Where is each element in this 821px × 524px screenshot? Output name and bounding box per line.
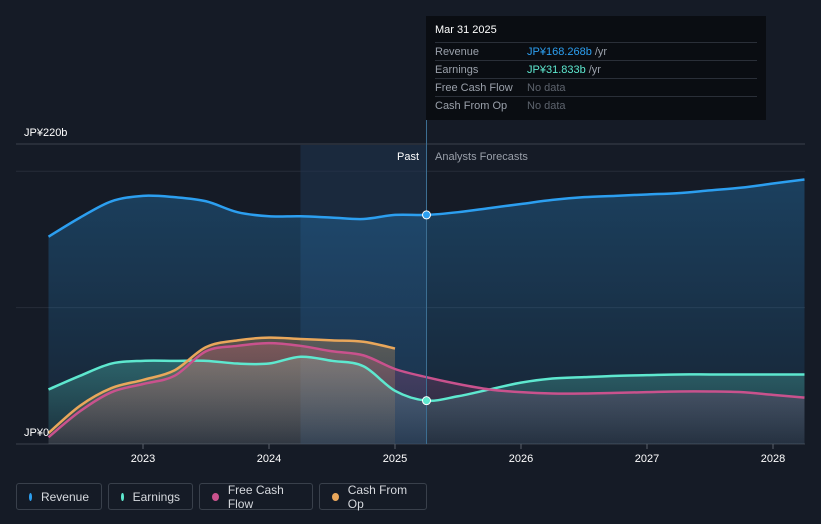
tooltip: Mar 31 2025 Revenue JP¥168.268b /yr Earn… (426, 16, 766, 120)
legend-item-free-cash-flow[interactable]: Free Cash Flow (199, 482, 313, 511)
legend-dot-icon (212, 492, 219, 501)
legend-dot-icon (332, 492, 339, 501)
x-tick-label: 2026 (509, 453, 533, 465)
x-tick-label: 2028 (761, 453, 785, 465)
tooltip-label: Earnings (435, 63, 479, 76)
tooltip-value: JP¥168.268b (527, 45, 592, 58)
y-axis-top-label: JP¥220b (24, 127, 67, 139)
x-tick-label: 2025 (383, 453, 407, 465)
tooltip-label: Free Cash Flow (435, 81, 513, 94)
tooltip-label: Cash From Op (435, 99, 508, 112)
tooltip-value: No data (527, 99, 566, 112)
tooltip-label: Revenue (435, 45, 480, 58)
cash-from-op-area (48, 337, 395, 444)
legend: Revenue Earnings Free Cash Flow Cash Fro… (16, 482, 427, 511)
tooltip-row-revenue: Revenue JP¥168.268b /yr (435, 42, 757, 60)
tooltip-row-earnings: Earnings JP¥31.833b /yr (435, 60, 757, 78)
legend-item-revenue[interactable]: Revenue (16, 483, 102, 510)
legend-item-cash-from-op[interactable]: Cash From Op (319, 482, 427, 511)
earnings-marker (422, 396, 431, 406)
tooltip-value: JP¥31.833b (527, 63, 586, 76)
legend-label: Cash From Op (347, 482, 408, 511)
x-axis-ticks: 2023 2024 2025 2026 2027 2028 (131, 444, 785, 465)
legend-label: Earnings (132, 489, 180, 504)
legend-dot-icon (121, 492, 124, 501)
tooltip-row-cash-from-op: Cash From Op No data (435, 96, 757, 114)
tooltip-unit: /yr (594, 45, 608, 58)
x-tick-label: 2024 (257, 453, 281, 465)
tooltip-markers (422, 210, 431, 406)
legend-label: Free Cash Flow (227, 482, 284, 511)
tooltip-unit: /yr (588, 63, 601, 76)
past-label: Past (397, 151, 419, 163)
legend-dot-icon (29, 492, 32, 501)
tooltip-value: No data (527, 81, 566, 94)
legend-label: Revenue (40, 489, 89, 504)
tooltip-date: Mar 31 2025 (435, 24, 497, 36)
x-tick-label: 2023 (131, 453, 155, 465)
forecast-label: Analysts Forecasts (435, 151, 528, 163)
legend-item-earnings[interactable]: Earnings (108, 483, 193, 510)
y-axis-bottom-label: JP¥0 (24, 427, 49, 439)
x-tick-label: 2027 (635, 453, 659, 465)
tooltip-row-free-cash-flow: Free Cash Flow No data (435, 78, 757, 96)
revenue-marker (422, 210, 431, 220)
cash-from-op-line (47, 336, 396, 435)
